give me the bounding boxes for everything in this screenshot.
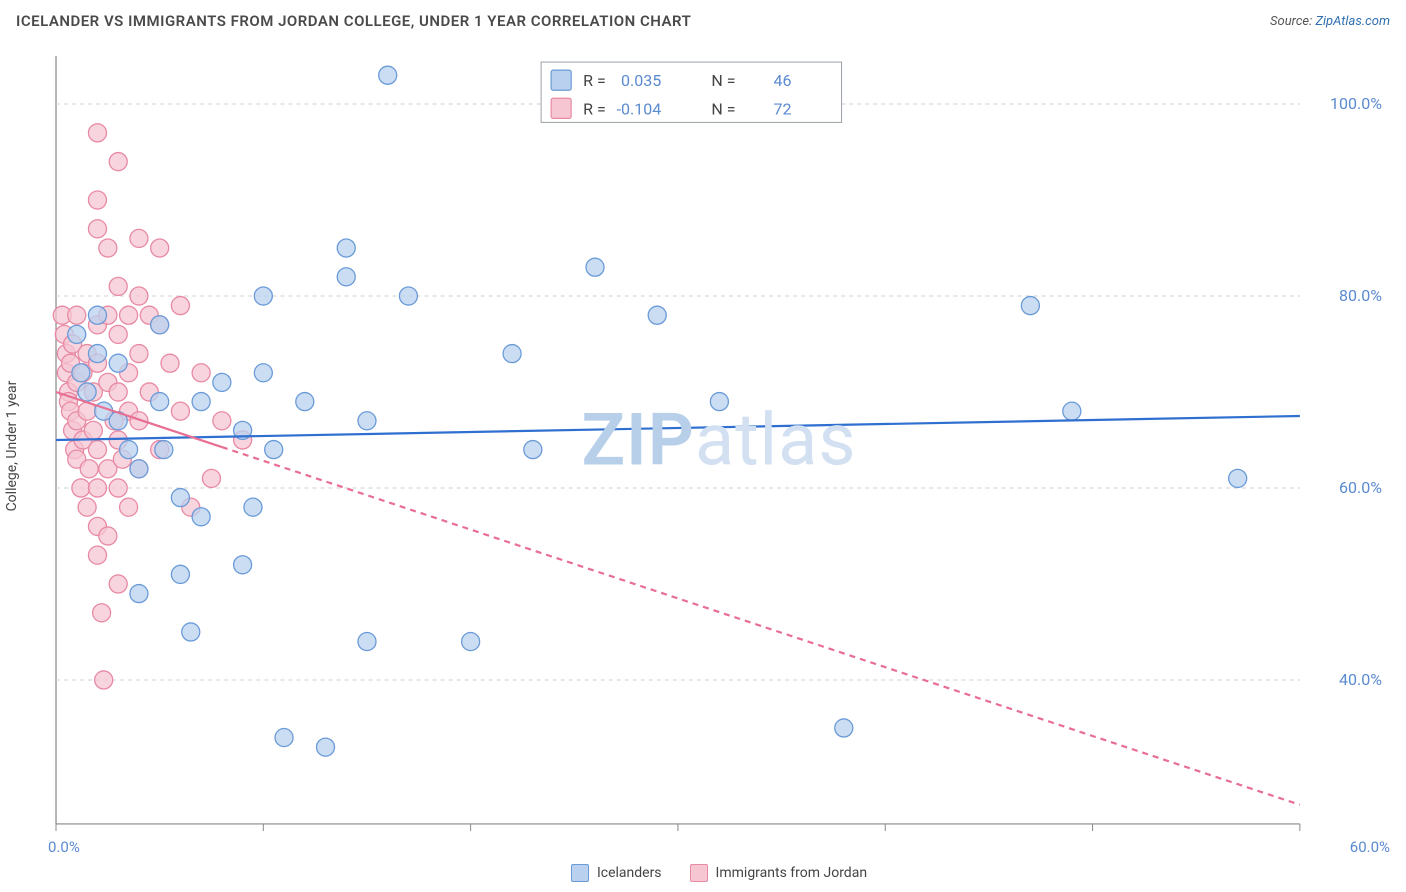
svg-text:80.0%: 80.0% <box>1339 286 1382 305</box>
svg-text:R =: R = <box>583 71 606 90</box>
legend-item: Immigrants from Jordan <box>690 864 868 882</box>
legend-item: Icelanders <box>571 864 662 882</box>
correlation-chart: 40.0%60.0%80.0%100.0%R = 0.035N = 46R = … <box>48 48 1390 832</box>
svg-text:100.0%: 100.0% <box>1330 94 1382 113</box>
svg-text:46: 46 <box>773 71 791 90</box>
svg-text:N =: N = <box>711 71 735 90</box>
y-axis-label: College, Under 1 year <box>4 381 20 512</box>
x-axis-min-label: 0.0% <box>48 838 80 856</box>
svg-text:N =: N = <box>711 99 735 118</box>
page-title: ICELANDER VS IMMIGRANTS FROM JORDAN COLL… <box>16 12 691 30</box>
svg-text:72: 72 <box>773 99 791 118</box>
source-link[interactable]: ZipAtlas.com <box>1315 14 1390 29</box>
legend: Icelanders Immigrants from Jordan <box>48 864 1390 882</box>
svg-text:-0.104: -0.104 <box>617 99 662 118</box>
svg-text:40.0%: 40.0% <box>1339 670 1382 689</box>
svg-text:0.035: 0.035 <box>621 71 661 90</box>
source-attribution: Source: ZipAtlas.com <box>1270 14 1390 29</box>
svg-text:60.0%: 60.0% <box>1339 478 1382 497</box>
svg-text:R =: R = <box>583 99 606 118</box>
x-axis-max-label: 60.0% <box>1350 838 1390 856</box>
